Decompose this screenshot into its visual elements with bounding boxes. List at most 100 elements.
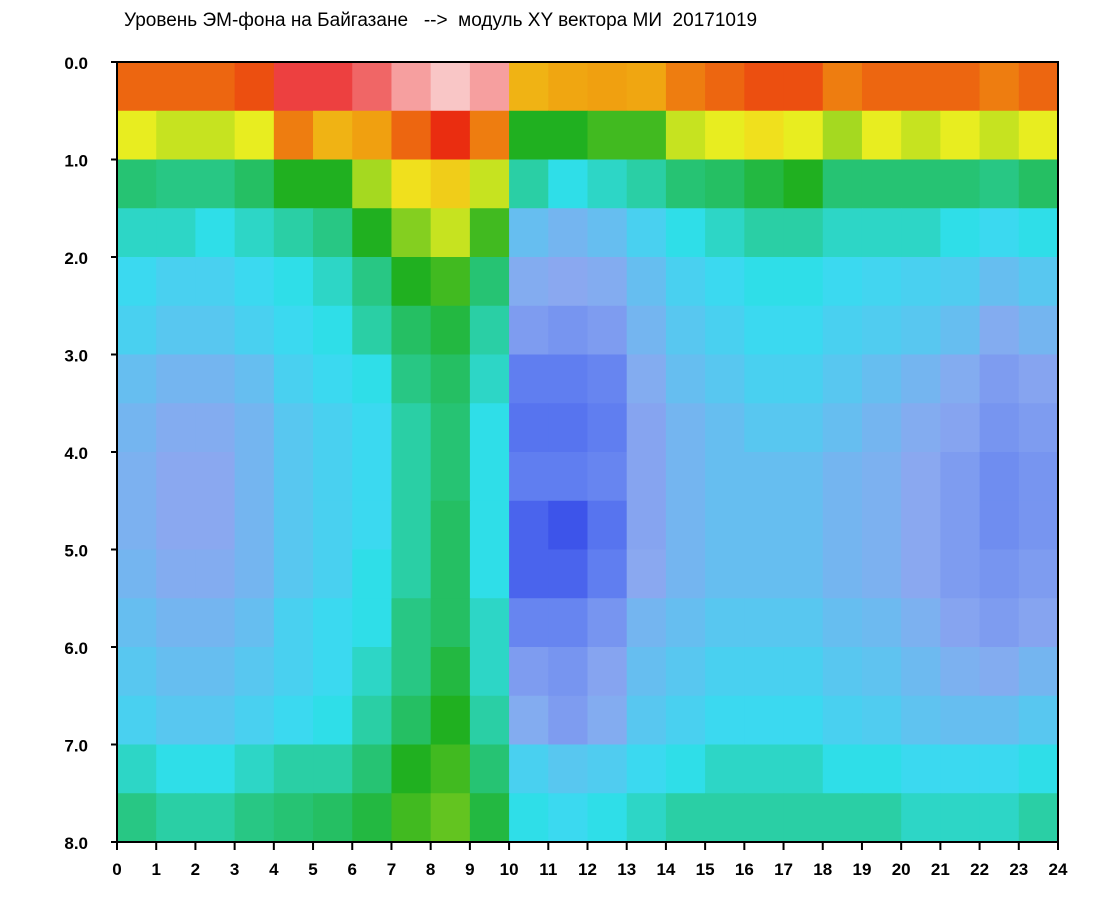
heatmap-cell (195, 208, 236, 258)
heatmap-cell (665, 208, 706, 258)
heatmap-cell (509, 452, 549, 502)
heatmap-cell (665, 354, 706, 404)
heatmap-cell (901, 305, 941, 355)
heatmap-cell (587, 452, 628, 502)
heatmap-cell (352, 793, 392, 843)
heatmap-cell (117, 305, 157, 355)
heatmap-cell (705, 403, 745, 453)
heatmap-cell (783, 257, 824, 307)
heatmap-cell (979, 62, 1020, 112)
heatmap-cell (273, 305, 314, 355)
heatmap-cell (665, 695, 706, 745)
heatmap-cell (391, 549, 432, 599)
heatmap-cell (822, 500, 863, 550)
heatmap-cell (705, 354, 745, 404)
x-tick-label: 7 (387, 860, 396, 879)
x-tick-label: 0 (112, 860, 121, 879)
heatmap-cell (430, 500, 471, 550)
heatmap-cell (705, 549, 745, 599)
x-tick-label: 23 (1009, 860, 1028, 879)
heatmap-cell (273, 452, 314, 502)
x-tick-label: 16 (735, 860, 754, 879)
heatmap-cell (587, 695, 628, 745)
heatmap-cell (156, 452, 196, 502)
heatmap-cell (469, 403, 510, 453)
heatmap-cell (940, 257, 981, 307)
heatmap-cell (665, 793, 706, 843)
heatmap-cell (352, 452, 392, 502)
heatmap-cell (509, 793, 549, 843)
heatmap-cell (117, 500, 157, 550)
heatmap-cell (822, 208, 863, 258)
heatmap-cell (744, 305, 785, 355)
heatmap-cell (626, 403, 667, 453)
heatmap-cell (979, 500, 1020, 550)
heatmap-cell (861, 159, 902, 209)
heatmap-cell (391, 403, 432, 453)
heatmap-cell (705, 208, 745, 258)
heatmap-cell (744, 500, 785, 550)
y-tick-label: 1.0 (64, 152, 88, 171)
heatmap-cell (626, 257, 667, 307)
x-tick-label: 13 (617, 860, 636, 879)
heatmap-cell (783, 695, 824, 745)
heatmap-cell (1018, 500, 1059, 550)
heatmap-cell (1018, 403, 1059, 453)
heatmap-cell (156, 647, 196, 697)
heatmap-cell (313, 500, 353, 550)
heatmap-cell (234, 159, 275, 209)
x-tick-label: 15 (696, 860, 715, 879)
axes: 0 1 2 3 4 5 6 7 8 9 10 11 12 13 14 15 16 17 18 19 20 21 22 23 24… (64, 54, 1068, 879)
heatmap-cell (587, 549, 628, 599)
heatmap-cell (1018, 159, 1059, 209)
heatmap-cell (234, 695, 275, 745)
heatmap-cell (665, 598, 706, 648)
heatmap-cell (195, 793, 236, 843)
heatmap-cell (626, 793, 667, 843)
heatmap-cell (391, 257, 432, 307)
heatmap-cell (901, 744, 941, 794)
heatmap-cell (313, 403, 353, 453)
heatmap-cell (587, 257, 628, 307)
heatmap-cell (195, 500, 236, 550)
heatmap-cell (548, 305, 588, 355)
heatmap-cell (822, 695, 863, 745)
heatmap-cell (352, 159, 392, 209)
heatmap-cell (195, 452, 236, 502)
heatmap-cell (626, 647, 667, 697)
heatmap-cell (313, 305, 353, 355)
heatmap-cell (822, 159, 863, 209)
x-tick-label: 8 (426, 860, 435, 879)
heatmap-cell (509, 257, 549, 307)
heatmap-cell (705, 695, 745, 745)
heatmap-cell (313, 208, 353, 258)
y-tick-label: 8.0 (64, 834, 88, 853)
heatmap-cell (234, 598, 275, 648)
heatmap-cell (705, 62, 745, 112)
heatmap-cell (469, 159, 510, 209)
heatmap-cell (313, 354, 353, 404)
heatmap-cell (626, 549, 667, 599)
heatmap-cell (117, 159, 157, 209)
heatmap-cell (273, 549, 314, 599)
heatmap-cell (665, 305, 706, 355)
x-tick-label: 6 (348, 860, 357, 879)
heatmap-cells (117, 62, 1059, 843)
x-tick-label: 2 (191, 860, 200, 879)
heatmap-cell (156, 549, 196, 599)
heatmap-cell (1018, 452, 1059, 502)
heatmap-cell (156, 354, 196, 404)
heatmap-cell (744, 110, 785, 160)
heatmap-cell (430, 159, 471, 209)
x-tick-label: 19 (852, 860, 871, 879)
heatmap-cell (548, 403, 588, 453)
heatmap-cell (391, 793, 432, 843)
heatmap-cell (156, 110, 196, 160)
heatmap-cell (391, 159, 432, 209)
heatmap-cell (861, 208, 902, 258)
heatmap-cell (979, 695, 1020, 745)
heatmap-cell (352, 695, 392, 745)
x-tick-label: 12 (578, 860, 597, 879)
heatmap-cell (273, 257, 314, 307)
heatmap-cell (705, 305, 745, 355)
